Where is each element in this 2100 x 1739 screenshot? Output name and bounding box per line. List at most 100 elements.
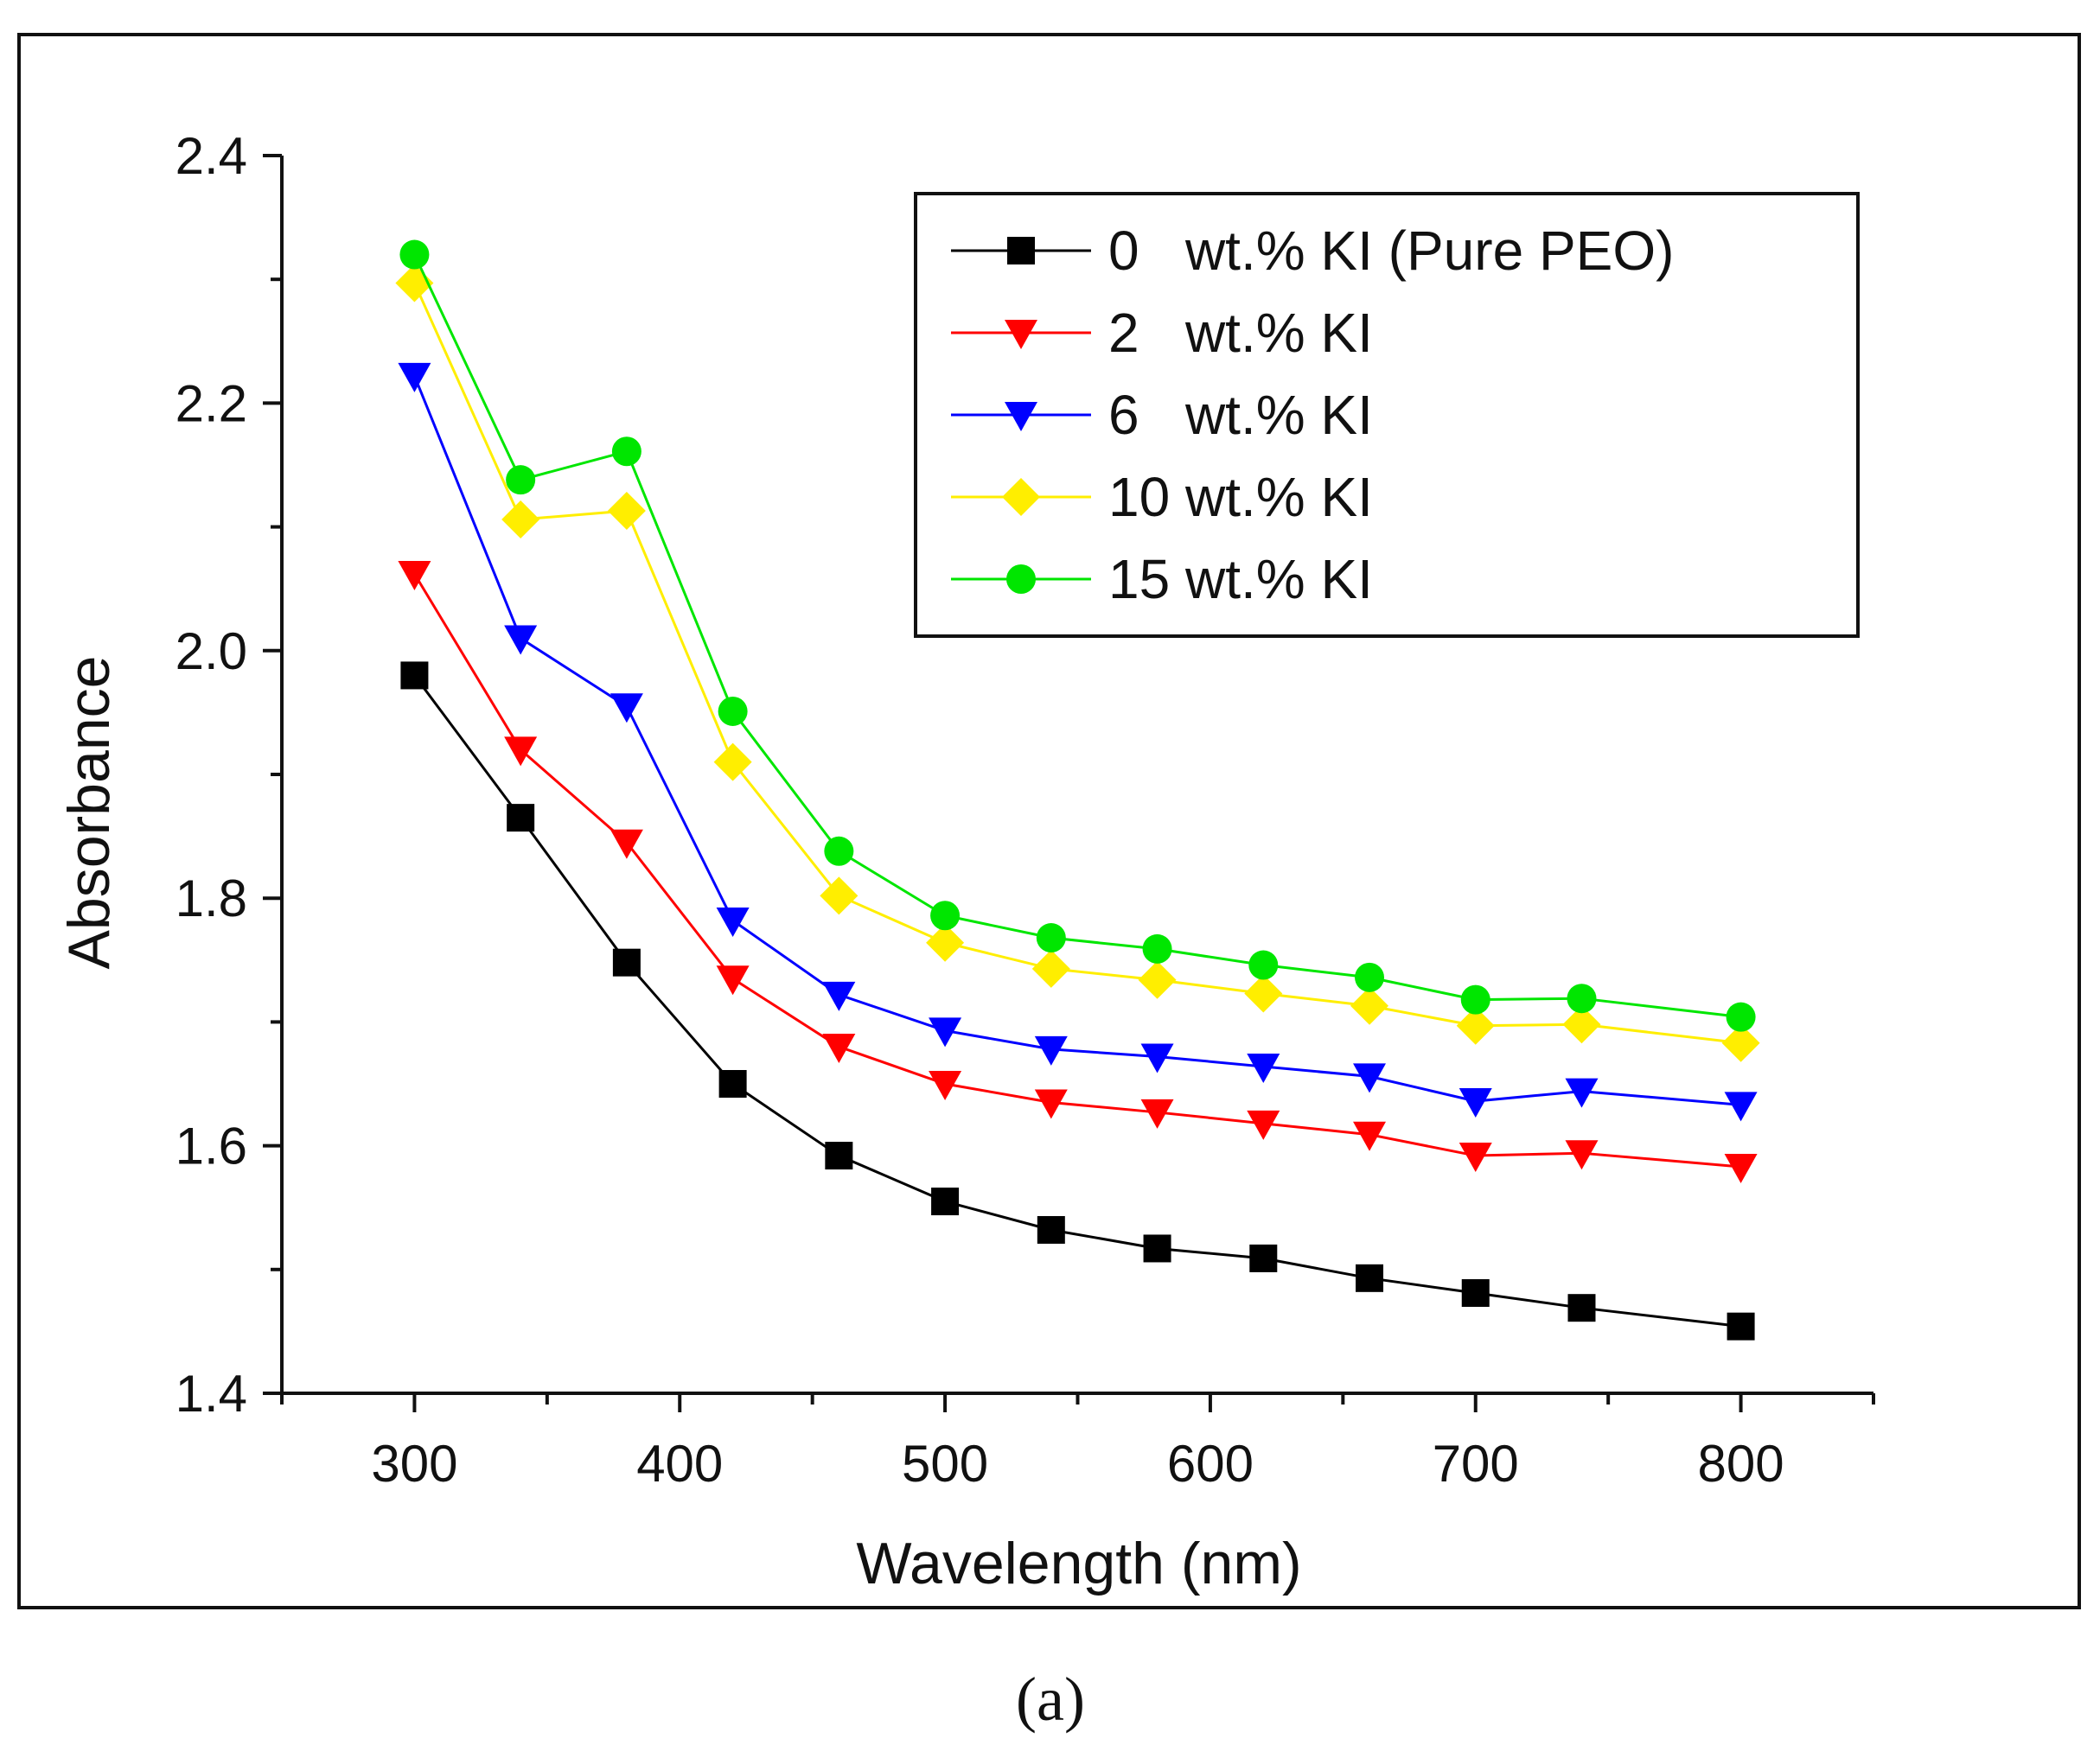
data-point bbox=[1456, 1006, 1495, 1045]
data-point bbox=[1034, 1035, 1068, 1066]
data-point bbox=[1460, 984, 1490, 1015]
data-point bbox=[1356, 1264, 1384, 1292]
data-point bbox=[820, 876, 859, 915]
data-point bbox=[931, 1188, 960, 1216]
x-tick-label: 600 bbox=[1167, 1435, 1254, 1493]
data-point bbox=[1461, 1279, 1490, 1308]
data-point bbox=[1142, 933, 1172, 964]
series-0 bbox=[400, 661, 1755, 1341]
data-point bbox=[1727, 1312, 1755, 1341]
data-point bbox=[825, 1142, 853, 1170]
legend-label: 6 wt.% KI bbox=[1108, 384, 1373, 446]
series-layer bbox=[395, 239, 1760, 1341]
legend-entry: 15 wt.% KI bbox=[951, 548, 1373, 610]
x-axis-ticks: 300 400 500 600 700 800 bbox=[280, 1393, 1875, 1493]
data-point bbox=[822, 981, 856, 1011]
data-point bbox=[1350, 986, 1389, 1025]
series-1 bbox=[398, 561, 1758, 1183]
data-point bbox=[1355, 962, 1385, 992]
data-point bbox=[1140, 1043, 1174, 1073]
data-point bbox=[718, 1070, 747, 1098]
data-point bbox=[930, 901, 961, 931]
data-point bbox=[1562, 1005, 1601, 1044]
data-point bbox=[1247, 1053, 1280, 1083]
legend-marker bbox=[1002, 478, 1040, 516]
legend-label: 10 wt.% KI bbox=[1108, 466, 1373, 528]
x-tick-label: 800 bbox=[1698, 1435, 1784, 1493]
data-point bbox=[1036, 923, 1066, 953]
legend: 0 wt.% KI (Pure PEO) 2 wt.% KI 6 wt.% KI 10… bbox=[914, 192, 1860, 638]
legend-marker bbox=[1005, 320, 1037, 349]
data-point bbox=[718, 696, 748, 726]
data-point bbox=[612, 948, 641, 977]
data-point bbox=[1031, 949, 1070, 988]
x-tick-label: 300 bbox=[371, 1435, 457, 1493]
data-point bbox=[713, 742, 752, 781]
legend-marker bbox=[1007, 237, 1035, 264]
x-axis-title: Wavelength (nm) bbox=[856, 1531, 1301, 1596]
data-point bbox=[610, 829, 643, 859]
data-point bbox=[1353, 1121, 1387, 1151]
data-point bbox=[504, 736, 538, 767]
data-point bbox=[1138, 960, 1177, 999]
y-tick-label: 1.6 bbox=[176, 1118, 247, 1175]
series-4 bbox=[399, 239, 1756, 1032]
series-2 bbox=[398, 362, 1758, 1122]
data-point bbox=[1248, 950, 1279, 980]
data-point bbox=[1037, 1215, 1065, 1244]
data-point bbox=[1567, 1294, 1596, 1322]
y-axis-title: Absorbance bbox=[56, 656, 122, 970]
data-point bbox=[1459, 1088, 1492, 1118]
legend-label: 2 wt.% KI bbox=[1108, 302, 1373, 364]
legend-label: 15 wt.% KI bbox=[1108, 548, 1373, 610]
data-point bbox=[824, 836, 854, 866]
data-point bbox=[398, 561, 431, 591]
data-point bbox=[1034, 1089, 1068, 1119]
data-point bbox=[1140, 1099, 1174, 1129]
data-point bbox=[504, 625, 538, 655]
data-point bbox=[1353, 1063, 1387, 1093]
data-point bbox=[1459, 1143, 1492, 1173]
legend-label: 0 wt.% KI (Pure PEO) bbox=[1108, 220, 1674, 282]
data-point bbox=[1244, 974, 1283, 1013]
data-point bbox=[1726, 1002, 1756, 1032]
legend-entry: 10 wt.% KI bbox=[951, 466, 1373, 528]
data-point bbox=[607, 491, 646, 530]
data-point bbox=[929, 1017, 962, 1048]
data-point bbox=[399, 239, 430, 270]
legend-entry: 0 wt.% KI (Pure PEO) bbox=[951, 220, 1674, 282]
data-point bbox=[716, 907, 750, 937]
data-point bbox=[610, 693, 643, 723]
data-point bbox=[1143, 1234, 1171, 1263]
data-point bbox=[611, 436, 641, 467]
series-3 bbox=[395, 264, 1760, 1062]
legend-marker bbox=[1006, 564, 1036, 594]
y-tick-label: 2.4 bbox=[176, 127, 247, 185]
y-tick-label: 2.2 bbox=[176, 374, 247, 432]
data-point bbox=[926, 923, 965, 962]
data-point bbox=[716, 965, 750, 996]
data-point bbox=[1565, 1140, 1599, 1170]
data-point bbox=[506, 465, 536, 495]
y-axis-ticks: 1.4 1.6 1.8 2.0 2.2 2.4 bbox=[176, 127, 282, 1423]
data-point bbox=[400, 661, 429, 690]
data-point bbox=[501, 500, 540, 539]
data-point bbox=[822, 1034, 856, 1064]
data-point bbox=[1565, 1078, 1599, 1108]
legend-entry: 2 wt.% KI bbox=[951, 302, 1373, 364]
figure-caption: (a) bbox=[1016, 1665, 1085, 1734]
data-point bbox=[1721, 1023, 1760, 1062]
data-point bbox=[1247, 1110, 1280, 1140]
data-point bbox=[1724, 1153, 1758, 1183]
x-tick-label: 700 bbox=[1433, 1435, 1519, 1493]
y-tick-label: 1.4 bbox=[176, 1365, 247, 1423]
data-point bbox=[398, 362, 431, 392]
data-point bbox=[1567, 984, 1597, 1014]
data-point bbox=[1724, 1092, 1758, 1122]
data-point bbox=[929, 1071, 962, 1100]
legend-entry: 6 wt.% KI bbox=[951, 384, 1373, 446]
y-tick-label: 1.8 bbox=[176, 870, 247, 927]
data-point bbox=[507, 804, 535, 832]
legend-marker bbox=[1005, 402, 1037, 431]
